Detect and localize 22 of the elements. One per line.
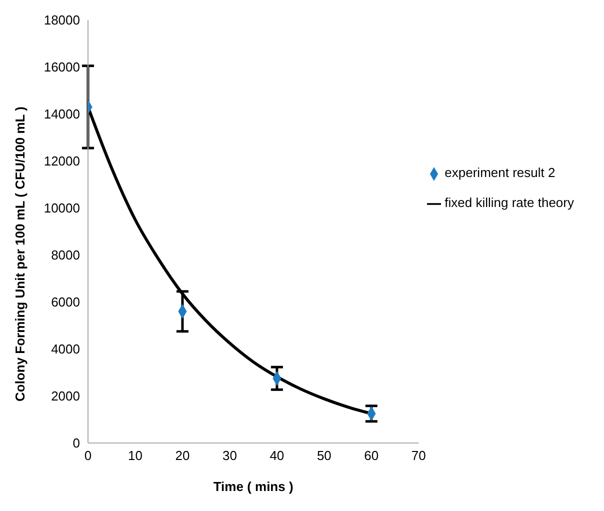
x-tick-label: 30: [222, 448, 237, 464]
x-tick-label: 0: [84, 448, 92, 464]
y-tick-label: 2000: [51, 388, 80, 404]
x-axis-title: Time ( mins ): [213, 479, 294, 494]
y-tick-label: 6000: [51, 294, 80, 310]
legend-label: experiment result 2: [444, 165, 556, 180]
y-tick-label: 4000: [51, 342, 80, 357]
x-tick-label: 10: [128, 448, 142, 464]
y-axis-title: Colony Forming Unit per 100 mL ( CFU/100 mL ): [12, 106, 28, 402]
x-tick-label: 60: [364, 448, 379, 464]
y-tick-label: 14000: [44, 106, 80, 122]
x-tick-label: 40: [270, 448, 284, 464]
y-tick-label: 12000: [44, 154, 80, 169]
y-tick-label: 8000: [51, 248, 80, 263]
y-tick-label: 16000: [44, 60, 80, 75]
x-tick-label: 50: [316, 448, 332, 464]
x-tick-label: 20: [175, 448, 190, 464]
y-tick-label: 10000: [44, 200, 80, 216]
y-tick-label: 0: [72, 436, 80, 451]
y-tick-label: 18000: [44, 12, 80, 28]
x-tick-label: 70: [411, 448, 426, 464]
legend-label: fixed killing rate theory: [444, 195, 574, 210]
